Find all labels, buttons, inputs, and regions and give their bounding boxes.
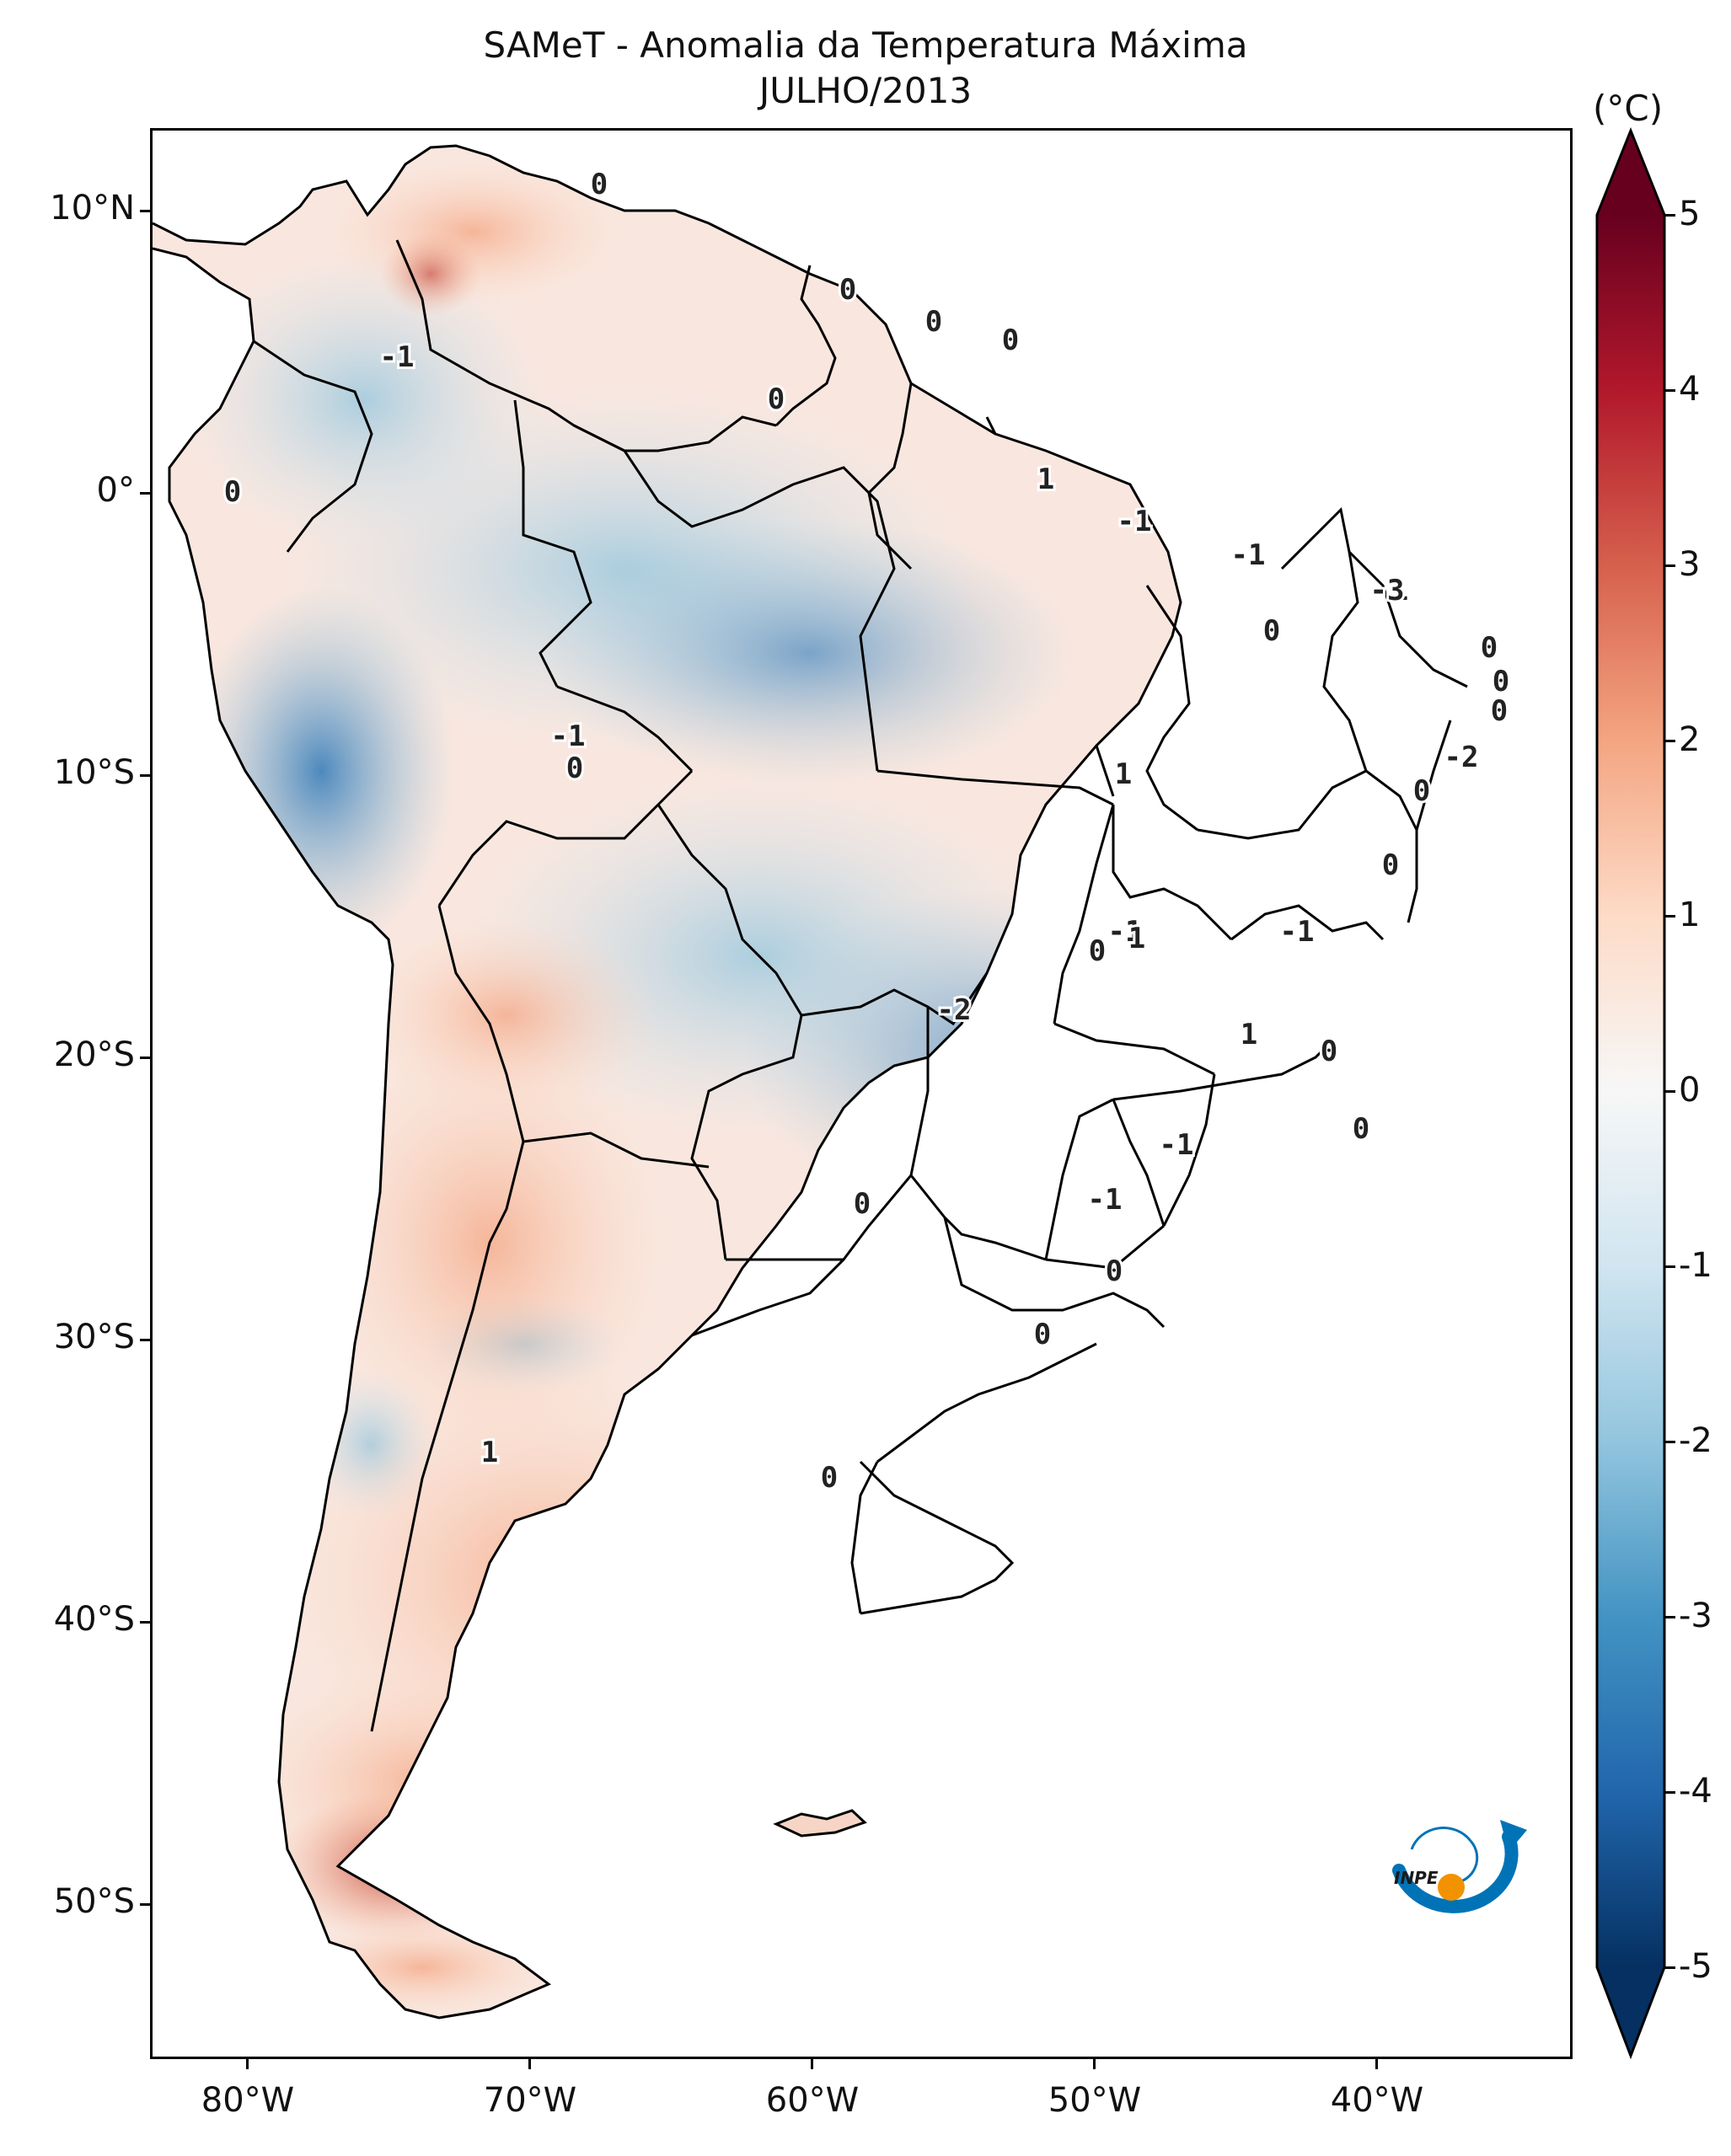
colorbar-tick (1665, 1616, 1675, 1618)
lat-tick (140, 1621, 150, 1624)
colorbar-tick (1665, 1090, 1675, 1093)
colorbar-tick-label: 1 (1679, 896, 1701, 934)
contour-label: 0 (224, 475, 241, 509)
lat-tick (140, 210, 150, 212)
lat-label-0: 0° (96, 471, 135, 510)
colorbar-tick-label: -1 (1679, 1246, 1712, 1285)
lat-label-10n: 10°N (50, 189, 135, 227)
colorbar-tick-label: 5 (1679, 195, 1701, 233)
contour-label: -3 (1370, 574, 1405, 607)
contour-label: 0 (1089, 934, 1106, 968)
colorbar-tick (1665, 214, 1675, 217)
colorbar-tick-label: -5 (1679, 1947, 1712, 1986)
lat-label-50s: 50°S (53, 1882, 135, 1921)
contour-label: 0 (566, 752, 583, 785)
contour-label: -2 (1444, 741, 1479, 774)
contour-label: -1 (1088, 1183, 1123, 1217)
contour-label: 0 (821, 1461, 838, 1495)
lon-label-50w: 50°W (1048, 2081, 1142, 2120)
lat-tick (140, 1903, 150, 1906)
lat-tick (140, 492, 150, 495)
colorbar-tick (1665, 564, 1675, 567)
colorbar-tick (1665, 740, 1675, 742)
colorbar-top-arrow (1597, 131, 1664, 215)
colorbar-tick (1665, 1441, 1675, 1443)
contour-label: -1 (1280, 915, 1315, 949)
inpe-logo: INPE (1392, 1820, 1527, 1913)
contour-label: 0 (1481, 631, 1498, 665)
contour-label: 1 (1241, 1018, 1257, 1051)
coastline (153, 144, 1182, 2020)
colorbar-tick-label: -4 (1679, 1772, 1712, 1811)
lat-tick (140, 774, 150, 777)
colorbar-ramp (1597, 215, 1664, 1967)
lon-label-80w: 80°W (201, 2081, 295, 2120)
lon-tick (811, 2059, 813, 2069)
colorbar (1595, 126, 1666, 2060)
logo-text: INPE (1394, 1868, 1439, 1888)
colorbar-tick (1665, 1791, 1675, 1794)
colorbar-tick-label: 0 (1679, 1071, 1701, 1110)
contour-label: 0 (1321, 1035, 1337, 1068)
colorbar-tick (1665, 1265, 1675, 1268)
colorbar-tick (1665, 1966, 1675, 1969)
colorbar-tick-label: 2 (1679, 720, 1701, 759)
lon-tick (246, 2059, 249, 2069)
lat-label-30s: 30°S (53, 1318, 135, 1356)
contour-label: 0 (1491, 694, 1508, 728)
contour-label: 0 (854, 1187, 871, 1221)
lat-tick (140, 1057, 150, 1059)
contour-label: -2 (937, 993, 972, 1027)
colorbar-tick-label: -3 (1679, 1597, 1712, 1635)
contour-label: 1 (481, 1436, 498, 1469)
lon-tick (1093, 2059, 1096, 2069)
contour-label: 0 (1382, 848, 1399, 882)
lat-label-40s: 40°S (53, 1600, 135, 1639)
colorbar-unit: (°C) (1593, 88, 1664, 129)
map-plot-area: 0 0 0 0 0 -1 0 1 -1 -1 1 -3 0 0 0 0 -2 0 -1 1 0 0 -1 -1 1 0 -2 1 0 -1… (150, 128, 1573, 2059)
contour-label: 0 (1263, 614, 1280, 648)
political-borders (253, 239, 1468, 1732)
map-subtitle: JULHO/2013 (758, 70, 973, 111)
contour-label: 0 (925, 305, 942, 339)
contour-label: 0 (768, 383, 785, 416)
contour-label: 0 (1002, 324, 1019, 357)
contour-label: 0 (1106, 1255, 1123, 1288)
contour-label: -1 (551, 720, 586, 753)
contour-label: 1 (1115, 757, 1132, 791)
map-title: SAMeT - Anomalia da Temperatura Máxima (483, 24, 1248, 66)
contour-label: 0 (1493, 665, 1509, 698)
colorbar-tick-label: 3 (1679, 545, 1701, 584)
falkland-islands (773, 1809, 867, 1838)
lat-label-10s: 10°S (53, 753, 135, 792)
contour-label: 0 (1034, 1318, 1051, 1351)
contour-label: -1 (1231, 538, 1266, 572)
lon-label-60w: 60°W (765, 2081, 860, 2120)
colorbar-bottom-arrow (1597, 1967, 1664, 2056)
contour-label: -1 (1160, 1128, 1194, 1162)
lat-label-20s: 20°S (53, 1035, 135, 1074)
lon-tick (1375, 2059, 1378, 2069)
contour-label: 1 (1037, 463, 1054, 496)
lat-tick (140, 1339, 150, 1341)
contour-label: 1 (1391, 574, 1408, 607)
contour-label: 0 (839, 273, 856, 307)
contour-label: -1 (1108, 915, 1143, 949)
lon-tick (528, 2059, 531, 2069)
lon-label-40w: 40°W (1330, 2081, 1424, 2120)
contour-label: -1 (1117, 505, 1152, 538)
colorbar-tick-label: -2 (1679, 1421, 1712, 1460)
colorbar-tick (1665, 915, 1675, 918)
contour-label: 0 (1353, 1112, 1369, 1146)
lon-label-70w: 70°W (483, 2081, 577, 2120)
contour-label: 0 (1413, 774, 1430, 808)
contour-label: 0 (591, 168, 608, 201)
colorbar-tick (1665, 389, 1675, 392)
contour-label: -1 (380, 340, 415, 374)
contour-label: 1 (1128, 922, 1145, 955)
colorbar-tick-label: 4 (1679, 370, 1701, 409)
